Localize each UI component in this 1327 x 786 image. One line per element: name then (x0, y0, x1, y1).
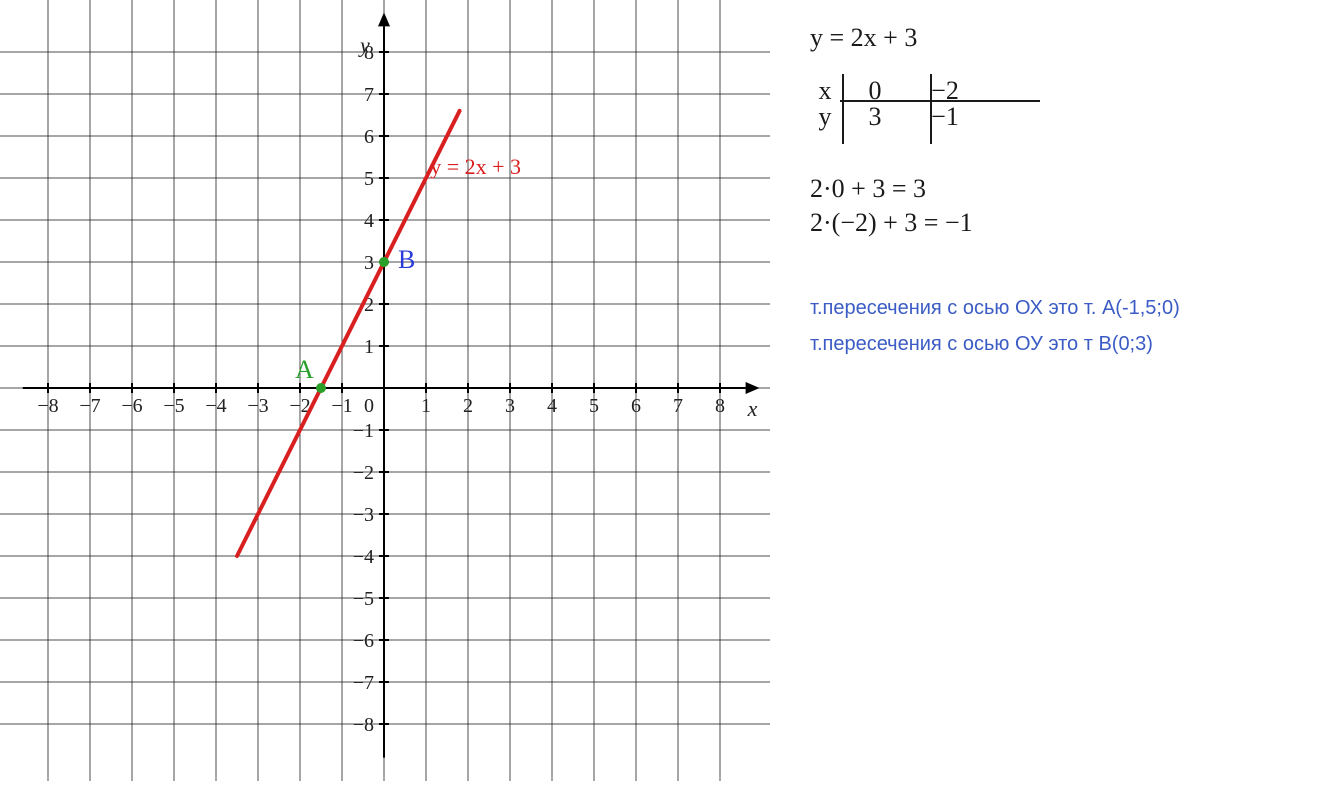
svg-text:−3: −3 (353, 504, 374, 526)
svg-text:1: 1 (421, 395, 431, 417)
svg-text:−8: −8 (37, 395, 58, 417)
svg-text:1: 1 (364, 336, 374, 358)
svg-text:−7: −7 (79, 395, 100, 417)
svg-text:5: 5 (589, 395, 599, 417)
calculations: 2·0 + 3 = 3 2·(−2) + 3 = −1 (810, 172, 1317, 240)
svg-text:−3: −3 (247, 395, 268, 417)
answer-oy: т.пересечения с осью ОУ это т B(0;3) (810, 326, 1317, 362)
table-y-0: 3 (840, 102, 910, 132)
equation-text: y = 2x + 3 (810, 20, 1317, 56)
svg-text:−2: −2 (353, 462, 374, 484)
svg-text:−4: −4 (205, 395, 226, 417)
svg-text:−6: −6 (353, 630, 374, 652)
table-head-y: y (810, 102, 840, 132)
svg-text:−5: −5 (353, 588, 374, 610)
svg-text:2: 2 (463, 395, 473, 417)
svg-text:y: y (358, 32, 370, 57)
answer-block: т.пересечения с осью ОХ это т. A(-1,5;0)… (810, 290, 1317, 362)
svg-text:−8: −8 (353, 714, 374, 736)
answer-ox: т.пересечения с осью ОХ это т. A(-1,5;0) (810, 290, 1317, 326)
svg-text:5: 5 (364, 168, 374, 190)
svg-text:6: 6 (631, 395, 641, 417)
svg-text:7: 7 (364, 84, 374, 106)
svg-text:−1: −1 (331, 395, 352, 417)
svg-text:−5: −5 (163, 395, 184, 417)
svg-text:B: B (398, 245, 415, 274)
svg-text:−4: −4 (353, 546, 374, 568)
svg-text:A: A (295, 355, 314, 384)
svg-text:x: x (747, 396, 758, 421)
svg-text:7: 7 (673, 395, 683, 417)
svg-text:8: 8 (715, 395, 725, 417)
svg-text:6: 6 (364, 126, 374, 148)
svg-text:4: 4 (547, 395, 557, 417)
value-table: x 0 −2 y 3 −1 (810, 76, 1317, 132)
calc-line-1: 2·(−2) + 3 = −1 (810, 206, 1317, 240)
svg-text:y = 2x + 3: y = 2x + 3 (430, 154, 521, 179)
table-y-1: −1 (910, 102, 980, 132)
svg-text:−1: −1 (353, 420, 374, 442)
chart-svg: −8−7−6−5−4−3−2−112345678−8−7−6−5−4−3−2−1… (0, 0, 770, 781)
svg-text:3: 3 (505, 395, 515, 417)
svg-text:4: 4 (364, 210, 374, 232)
svg-text:−7: −7 (353, 672, 374, 694)
svg-text:−6: −6 (121, 395, 142, 417)
svg-text:3: 3 (364, 252, 374, 274)
notes-panel: y = 2x + 3 x 0 −2 y 3 −1 2·0 + 3 = 3 2·(… (770, 0, 1327, 781)
calc-line-0: 2·0 + 3 = 3 (810, 172, 1317, 206)
svg-text:0: 0 (364, 395, 374, 417)
graph-panel: −8−7−6−5−4−3−2−112345678−8−7−6−5−4−3−2−1… (0, 0, 770, 781)
